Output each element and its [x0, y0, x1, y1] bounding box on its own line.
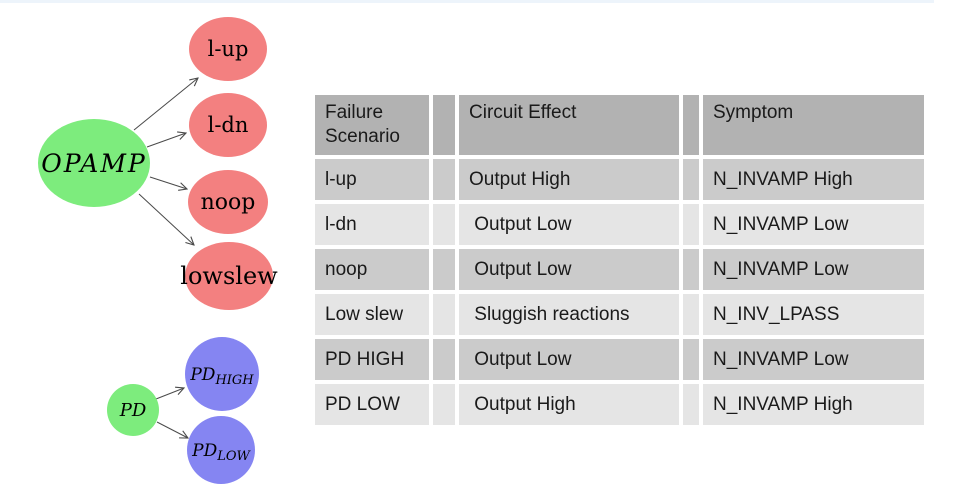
node-noop-label: noop	[201, 190, 256, 215]
table-row-ldn-effect: Output Low	[459, 204, 679, 245]
table-row-pdlow-symptom: N_INVAMP High	[703, 384, 924, 425]
table-header-spacer-1	[433, 95, 455, 155]
table-header-circuit-effect: Circuit Effect	[459, 95, 679, 155]
node-pd-label: PD	[119, 400, 147, 421]
table-header-failure-scenario: Failure Scenario	[315, 95, 429, 155]
table-row-ldn-scenario: l-dn	[315, 204, 429, 245]
edge-pd-pdlow	[157, 422, 188, 438]
table-row-lup-spacer-2	[683, 159, 699, 200]
table-row-lowslew-effect: Sluggish reactions	[459, 294, 679, 335]
table-header-symptom: Symptom	[703, 95, 924, 155]
table-row-lowslew-spacer-1	[433, 294, 455, 335]
node-pdlow-label-sub: LOW	[216, 449, 251, 464]
table-row-lup-spacer-1	[433, 159, 455, 200]
edge-opamp-lowslew	[139, 194, 194, 245]
failure-mode-diagram: OPAMP l-up l-dn noop lowslew PD PDHIGH P…	[0, 0, 320, 492]
edge-opamp-lup	[134, 78, 198, 130]
node-lowslew-label: lowslew	[180, 262, 278, 290]
table-row-noop-scenario: noop	[315, 249, 429, 290]
failure-symptom-table: Failure Scenario Circuit Effect Symptom …	[315, 95, 924, 425]
table-row-lup-effect: Output High	[459, 159, 679, 200]
node-opamp-label: OPAMP	[41, 149, 147, 178]
edge-pd-pdhigh	[156, 388, 184, 399]
slide-canvas: OPAMP l-up l-dn noop lowslew PD PDHIGH P…	[0, 0, 964, 492]
table-row-lup-symptom: N_INVAMP High	[703, 159, 924, 200]
table-row-ldn-spacer-2	[683, 204, 699, 245]
table-row-noop-effect: Output Low	[459, 249, 679, 290]
table-row-pdhigh-spacer-2	[683, 339, 699, 380]
table-row-pdhigh-scenario: PD HIGH	[315, 339, 429, 380]
edge-opamp-ldn	[147, 133, 186, 147]
table-row-noop-symptom: N_INVAMP Low	[703, 249, 924, 290]
table-row-pdlow-spacer-2	[683, 384, 699, 425]
node-pdhigh-label-sub: HIGH	[214, 373, 254, 388]
table-row-ldn-symptom: N_INVAMP Low	[703, 204, 924, 245]
node-pdlow-label-main: PD	[191, 441, 217, 461]
table-row-noop-spacer-1	[433, 249, 455, 290]
table-row-pdlow-spacer-1	[433, 384, 455, 425]
node-pdhigh-label-main: PD	[189, 365, 215, 385]
table-row-noop-spacer-2	[683, 249, 699, 290]
table-row-lup-scenario: l-up	[315, 159, 429, 200]
node-lup-label: l-up	[208, 37, 249, 61]
table-row-pdlow-effect: Output High	[459, 384, 679, 425]
table-row-pdhigh-effect: Output Low	[459, 339, 679, 380]
table-row-ldn-spacer-1	[433, 204, 455, 245]
table-row-pdhigh-spacer-1	[433, 339, 455, 380]
table-row-pdlow-scenario: PD LOW	[315, 384, 429, 425]
table-row-lowslew-spacer-2	[683, 294, 699, 335]
table-row-pdhigh-symptom: N_INVAMP Low	[703, 339, 924, 380]
node-ldn-label: l-dn	[208, 113, 249, 137]
edge-opamp-noop	[150, 177, 187, 189]
table-row-lowslew-symptom: N_INV_LPASS	[703, 294, 924, 335]
table-header-spacer-2	[683, 95, 699, 155]
table-row-lowslew-scenario: Low slew	[315, 294, 429, 335]
